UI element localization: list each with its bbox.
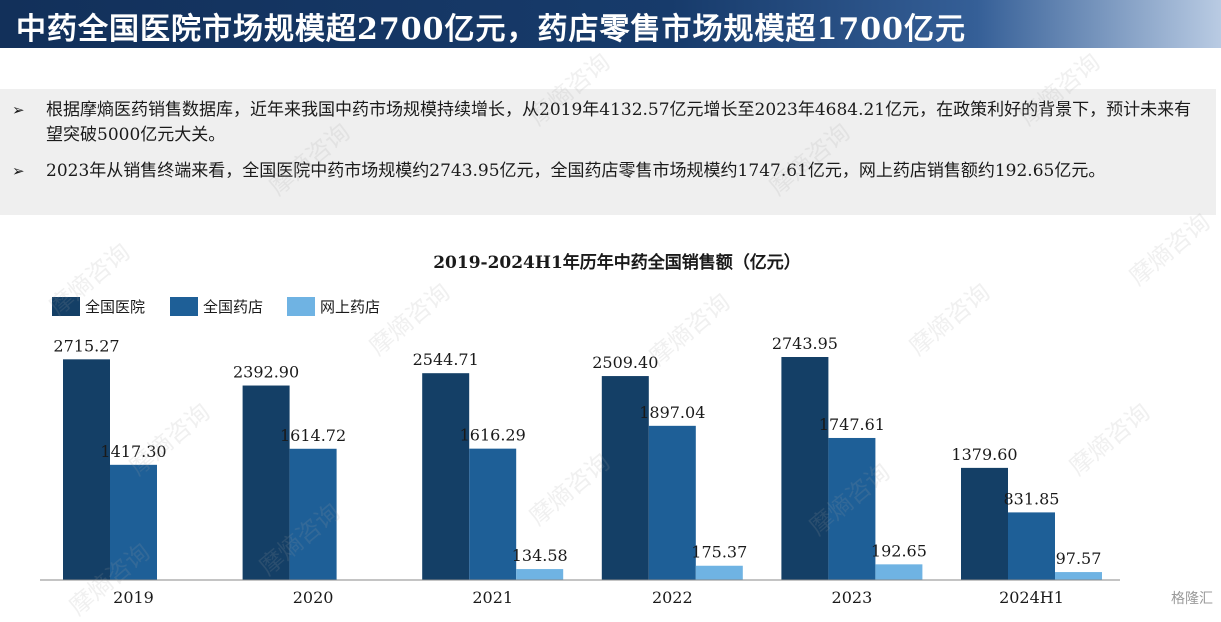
bar — [601, 376, 649, 580]
bar — [961, 467, 1008, 580]
data-label: 2544.71 — [413, 350, 479, 369]
legend-swatch — [170, 297, 198, 316]
chart-title: 2019-2024H1年历年中药全国销售额（亿元） — [433, 252, 801, 273]
bar — [289, 448, 337, 580]
bar — [1008, 512, 1055, 580]
summary-box — [0, 89, 1216, 215]
data-label: 1897.04 — [639, 403, 705, 422]
data-label: 1417.30 — [100, 442, 166, 461]
data-label: 2392.90 — [233, 363, 299, 382]
bar — [63, 359, 110, 580]
arrow-bullet-icon: ➢ — [12, 101, 25, 119]
legend-swatch — [52, 297, 80, 316]
data-label: 192.65 — [871, 541, 927, 560]
bar — [695, 565, 743, 580]
x-tick-label: 2022 — [652, 588, 693, 607]
data-label: 2743.95 — [772, 334, 838, 353]
bullet-text-1: 根据摩熵医药销售数据库，近年来我国中药市场规模持续增长，从2019年4132.5… — [46, 100, 1192, 145]
data-label: 831.85 — [1004, 489, 1060, 508]
data-label: 2509.40 — [592, 353, 658, 372]
bar — [1055, 572, 1102, 580]
data-label: 97.57 — [1056, 549, 1102, 568]
legend-label: 网上药店 — [320, 298, 380, 316]
footer-logo: 格隆汇 — [1171, 591, 1213, 607]
x-tick-label: 2020 — [293, 588, 334, 607]
data-label: 1379.60 — [951, 445, 1017, 464]
bar — [110, 464, 157, 580]
data-label: 175.37 — [691, 543, 747, 562]
data-label: 1616.29 — [460, 426, 526, 445]
bar — [781, 357, 829, 580]
bullet-item-2: ➢ 2023年从销售终端来看，全国医院中药市场规模约2743.95亿元，全国药店… — [12, 159, 1202, 184]
data-label: 1747.61 — [819, 415, 885, 434]
legend-label: 全国药店 — [203, 298, 263, 316]
bullet-item-1: ➢ 根据摩熵医药销售数据库，近年来我国中药市场规模持续增长，从2019年4132… — [12, 98, 1202, 148]
data-label: 2715.27 — [53, 336, 119, 355]
bullet-text-2: 2023年从销售终端来看，全国医院中药市场规模约2743.95亿元，全国药店零售… — [46, 161, 1106, 181]
bar — [828, 437, 876, 580]
bar — [469, 448, 517, 580]
data-label: 1614.72 — [280, 426, 346, 445]
x-tick-label: 2019 — [113, 588, 154, 607]
bar — [516, 569, 564, 580]
bar — [422, 373, 470, 580]
bar — [648, 425, 696, 580]
header-bar: 中药全国医院市场规模超2700亿元，药店零售市场规模超1700亿元 — [0, 0, 1221, 48]
bar — [242, 385, 290, 580]
data-label: 134.58 — [512, 546, 568, 565]
legend-swatch — [287, 297, 315, 316]
page-title: 中药全国医院市场规模超2700亿元，药店零售市场规模超1700亿元 — [16, 12, 966, 47]
x-tick-label: 2021 — [472, 588, 513, 607]
arrow-bullet-icon: ➢ — [12, 162, 25, 180]
x-tick-label: 2023 — [832, 588, 873, 607]
legend-label: 全国医院 — [85, 298, 145, 316]
x-tick-label: 2024H1 — [999, 588, 1064, 607]
bar — [875, 564, 923, 580]
